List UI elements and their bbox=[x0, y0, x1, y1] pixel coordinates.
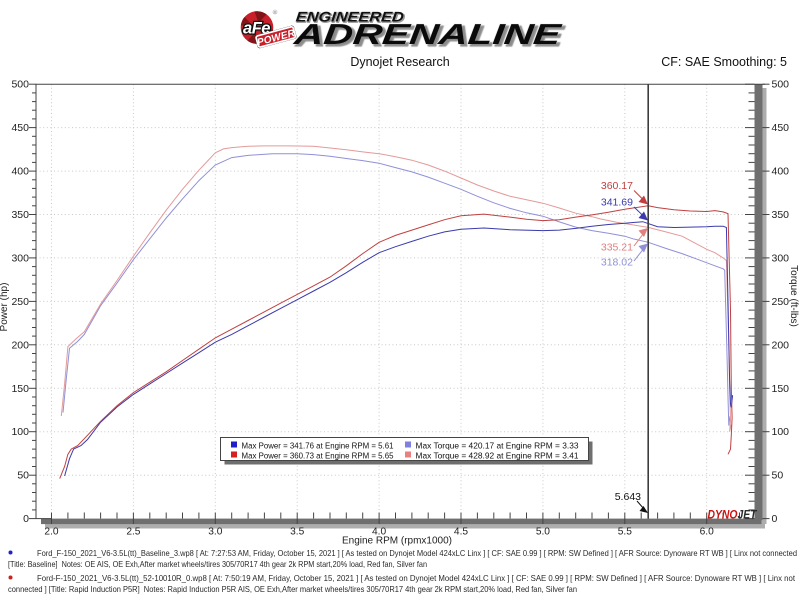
svg-text:R: R bbox=[274, 11, 277, 15]
svg-text:450: 450 bbox=[772, 122, 790, 134]
svg-text:Ford-F-150_2021_V6-3.5L(tt)_52: Ford-F-150_2021_V6-3.5L(tt)_52-10010R_0.… bbox=[37, 573, 796, 583]
svg-text:Ford_F-150_2021_V6-3.5L(tt)_Ba: Ford_F-150_2021_V6-3.5L(tt)_Baseline_3.w… bbox=[37, 548, 797, 558]
svg-text:3.5: 3.5 bbox=[290, 527, 304, 538]
svg-text:Max Power = 341.76 at Engine R: Max Power = 341.76 at Engine RPM = 5.61 bbox=[242, 441, 394, 451]
svg-text:3.0: 3.0 bbox=[208, 527, 222, 538]
svg-text:JET: JET bbox=[738, 510, 758, 522]
svg-text:100: 100 bbox=[11, 426, 29, 438]
svg-text:150: 150 bbox=[11, 383, 29, 395]
svg-text:250: 250 bbox=[772, 296, 790, 308]
svg-text:400: 400 bbox=[11, 166, 29, 178]
svg-text:5.0: 5.0 bbox=[536, 527, 550, 538]
svg-text:450: 450 bbox=[11, 122, 29, 134]
svg-text:335.21: 335.21 bbox=[601, 242, 633, 254]
svg-text:250: 250 bbox=[11, 296, 29, 308]
svg-text:Max Power = 360.73 at Engine R: Max Power = 360.73 at Engine RPM = 5.65 bbox=[242, 451, 394, 461]
svg-text:350: 350 bbox=[772, 209, 790, 221]
svg-text:DYNO: DYNO bbox=[708, 510, 738, 522]
svg-text:5.5: 5.5 bbox=[618, 527, 632, 538]
svg-text:200: 200 bbox=[11, 339, 29, 351]
svg-text:150: 150 bbox=[772, 383, 790, 395]
svg-text:Max Torque = 420.17 at Engine: Max Torque = 420.17 at Engine RPM = 3.33 bbox=[416, 441, 579, 451]
svg-text:300: 300 bbox=[11, 252, 29, 264]
svg-text:50: 50 bbox=[17, 470, 29, 482]
svg-text:300: 300 bbox=[772, 252, 790, 264]
svg-text:Power (hp): Power (hp) bbox=[0, 283, 10, 332]
svg-text:360.17: 360.17 bbox=[601, 180, 633, 192]
svg-text:500: 500 bbox=[11, 79, 29, 91]
svg-text:4.0: 4.0 bbox=[372, 527, 386, 538]
svg-text:2.5: 2.5 bbox=[126, 527, 140, 538]
svg-text:341.69: 341.69 bbox=[601, 197, 633, 209]
svg-text:400: 400 bbox=[772, 166, 790, 178]
svg-text:connected ] [Title: Rapid Indu: connected ] [Title: Rapid Induction P5R]… bbox=[8, 584, 577, 594]
svg-text:4.5: 4.5 bbox=[454, 527, 468, 538]
svg-text:318.02: 318.02 bbox=[601, 257, 633, 269]
svg-text:ENGINEERED: ENGINEERED bbox=[295, 9, 405, 25]
svg-text:Engine RPM (rpmx1000): Engine RPM (rpmx1000) bbox=[342, 536, 452, 547]
svg-text:6.0: 6.0 bbox=[700, 527, 714, 538]
svg-text:0: 0 bbox=[772, 513, 778, 525]
svg-text:Max Torque = 428.92 at Engine: Max Torque = 428.92 at Engine RPM = 3.41 bbox=[416, 451, 579, 461]
svg-text:0: 0 bbox=[23, 513, 29, 525]
svg-text:100: 100 bbox=[772, 426, 790, 438]
svg-text:200: 200 bbox=[772, 339, 790, 351]
svg-text:500: 500 bbox=[772, 79, 790, 91]
svg-text:2.0: 2.0 bbox=[44, 527, 58, 538]
svg-text:ADRENALINE: ADRENALINE bbox=[291, 19, 564, 51]
svg-text:50: 50 bbox=[772, 470, 784, 482]
svg-text:5.643: 5.643 bbox=[615, 491, 641, 503]
svg-text:[Title: Baseline] Notes: OE A: [Title: Baseline] Notes: OE AIS, OE Exh,… bbox=[8, 559, 427, 569]
svg-text:350: 350 bbox=[11, 209, 29, 221]
svg-text:Torque (ft-lbs): Torque (ft-lbs) bbox=[788, 265, 799, 327]
